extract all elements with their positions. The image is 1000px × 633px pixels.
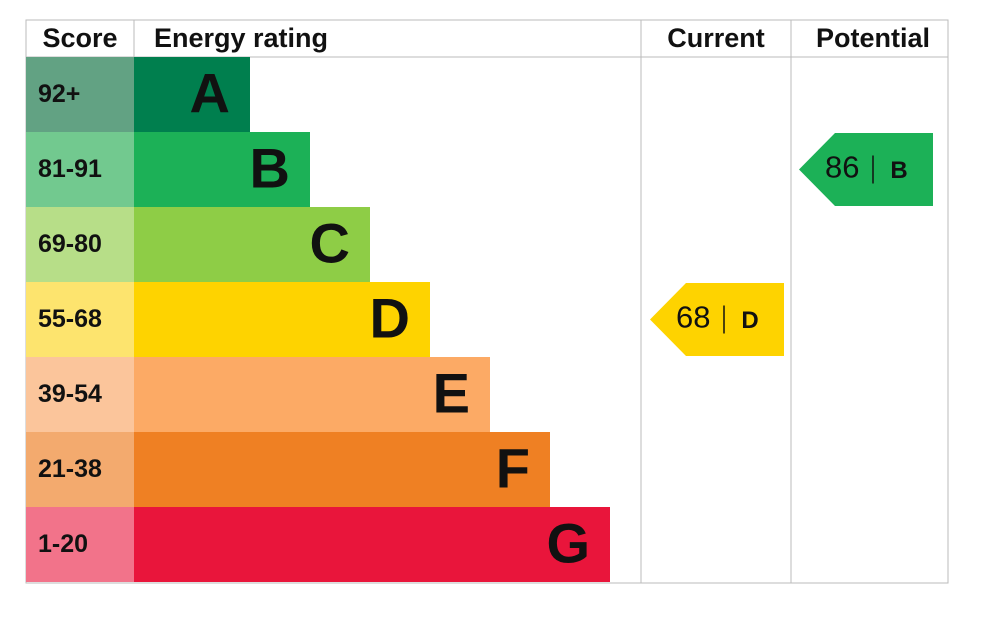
score-cell xyxy=(26,507,134,582)
score-cell xyxy=(26,432,134,507)
potential-value: 86 xyxy=(825,150,859,185)
rating-bar xyxy=(134,57,250,132)
rating-letter: A xyxy=(190,61,230,124)
score-label: 39-54 xyxy=(38,380,102,408)
rating-letter: D xyxy=(370,286,410,349)
score-cell xyxy=(26,282,134,357)
rating-letter: B xyxy=(250,136,290,199)
current-arrow xyxy=(650,283,784,356)
rating-bar xyxy=(134,507,610,582)
current-rating: D xyxy=(741,307,758,334)
potential-arrow xyxy=(799,133,933,206)
rating-letter: F xyxy=(496,436,530,499)
score-cell xyxy=(26,132,134,207)
current-value: 68 xyxy=(676,300,710,335)
score-label: 92+ xyxy=(38,80,80,108)
score-cell xyxy=(26,207,134,282)
score-cell xyxy=(26,57,134,132)
header-current: Current xyxy=(667,23,765,53)
score-label: 1-20 xyxy=(38,530,88,558)
rating-bar xyxy=(134,132,310,207)
rating-bar xyxy=(134,357,490,432)
rating-letter: G xyxy=(546,511,590,574)
rating-letter: C xyxy=(310,211,350,274)
rating-bar xyxy=(134,432,550,507)
header-potential: Potential xyxy=(816,23,930,53)
header-score: Score xyxy=(42,23,117,53)
score-label: 81-91 xyxy=(38,155,102,183)
score-cell xyxy=(26,357,134,432)
header-rating: Energy rating xyxy=(154,23,328,53)
potential-rating: B xyxy=(890,157,907,184)
score-label: 69-80 xyxy=(38,230,102,258)
rating-letter: E xyxy=(433,361,470,424)
score-label: 55-68 xyxy=(38,305,102,333)
rating-bar xyxy=(134,282,430,357)
score-label: 21-38 xyxy=(38,455,102,483)
rating-bar xyxy=(134,207,370,282)
